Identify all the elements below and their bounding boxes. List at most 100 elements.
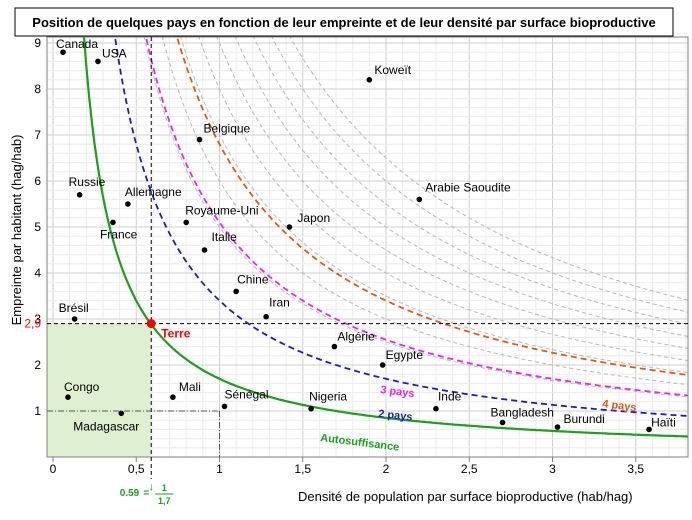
point-label: USA: [102, 46, 127, 60]
point-egypte: Egypte: [379, 348, 424, 368]
data-point: [433, 405, 439, 412]
point-label: Arabie Saoudite: [425, 180, 511, 194]
point-inde: Inde: [433, 390, 462, 412]
point-label: Chine: [237, 272, 269, 286]
point-congo: Congo: [64, 380, 100, 401]
y-tick-label: 3: [34, 312, 41, 326]
point-label: Brésil: [59, 301, 89, 315]
point-label: Russie: [69, 175, 106, 189]
point-br-sil: Brésil: [59, 301, 89, 322]
earth-down-arrow: ↓: [148, 481, 154, 493]
point-label: Belgique: [204, 122, 251, 136]
curve-label: Autosuffisance: [320, 432, 400, 454]
point-label: Burundi: [563, 412, 604, 426]
point-mali: Mali: [170, 380, 201, 401]
point-chine: Chine: [233, 272, 269, 295]
point-label: Nigeria: [309, 390, 347, 404]
point-madagascar: Madagascar: [73, 410, 139, 433]
data-point: [499, 419, 506, 426]
data-point: [366, 77, 373, 83]
data-point: [233, 288, 239, 295]
point-label: Canada: [56, 37, 98, 51]
curve-autosuffisance: [82, 29, 689, 438]
y-tick-label: 6: [34, 174, 41, 188]
grey-hyperbola: [285, 28, 689, 301]
point-france: France: [100, 219, 138, 241]
data-point: [118, 410, 125, 417]
data-point: [221, 403, 228, 410]
point-bangladesh: Bangladesh: [491, 406, 554, 426]
data-point: [71, 316, 78, 322]
country-points: Canada USA Koweït Belgique Arabie Saoudite Ru…: [56, 37, 676, 433]
x-tick-label: 0,5: [128, 462, 145, 476]
point-nigeria: Nigeria: [308, 390, 347, 412]
point-label: Congo: [64, 380, 100, 394]
point-label: Allemagne: [125, 185, 182, 199]
x-tick-label: 2: [383, 462, 390, 476]
grey-hyperbola: [231, 29, 689, 337]
data-point: [263, 313, 269, 320]
point-label: Sénégal: [224, 387, 268, 401]
y-tick-label: 4: [34, 266, 41, 280]
grid: [47, 33, 688, 457]
x-tick-label: 1: [216, 462, 223, 476]
point-s-n-gal: Sénégal: [221, 387, 269, 410]
grey-hyperbolas: [142, 28, 689, 398]
point-japon: Japon: [286, 211, 330, 230]
x-tick-label: 3: [549, 462, 556, 476]
point-label: Algérie: [337, 330, 375, 344]
grey-hyperbola: [159, 29, 689, 386]
data-point: [60, 49, 66, 55]
data-point: [196, 136, 203, 143]
data-point: [183, 219, 189, 226]
data-point: [331, 343, 338, 350]
data-point: [416, 196, 423, 203]
point-label: Inde: [438, 390, 462, 404]
point-label: Egypte: [386, 348, 424, 362]
grey-hyperbola: [142, 29, 689, 398]
point-russie: Russie: [69, 175, 106, 198]
grey-hyperbola: [249, 28, 689, 325]
y-tick-label: 1: [34, 404, 41, 418]
grey-hyperbola: [177, 29, 689, 374]
earth-point: [146, 319, 156, 329]
earth-x-frac-num: 1: [162, 483, 167, 493]
curve-2-pays: [113, 29, 689, 417]
earth-x-frac-den: 1,7: [158, 496, 171, 506]
point-label: Iran: [269, 296, 290, 310]
x-tick-label: 0: [50, 462, 57, 476]
data-point: [646, 426, 652, 433]
data-point: [170, 394, 176, 401]
point-label: Italie: [212, 230, 238, 244]
point-belgique: Belgique: [196, 122, 251, 143]
y-tick-label: 9: [34, 36, 41, 50]
point-arabie-saoudite: Arabie Saoudite: [416, 180, 511, 203]
selfsufficient-area: [47, 323, 152, 457]
data-point: [110, 219, 116, 226]
point-ha-ti: Haïti: [646, 415, 676, 433]
data-point: [76, 192, 83, 198]
y-axis-label: Empreinte par habitant (hag/hab): [9, 135, 24, 326]
y-tick-label: 5: [34, 220, 41, 234]
data-point: [379, 362, 386, 368]
earth-marker: Terre 2,9 ↓ 0.59 = 1 1,7: [24, 37, 688, 506]
point-label: Japon: [297, 211, 330, 225]
earth-label: Terre: [161, 327, 190, 341]
earth-area: [47, 323, 152, 457]
earth-x-value: 0.59: [120, 488, 140, 499]
curve-label: 4 pays: [602, 398, 637, 414]
curve-4-pays: [173, 28, 689, 376]
x-tick-label: 2,5: [461, 462, 478, 476]
data-point: [201, 247, 208, 253]
y-tick-label: 2: [34, 358, 41, 372]
axes: 0 0,5 1 1,5 2 2,5 3 3,5 1 2 3 4 5 6 7 8 9: [34, 36, 689, 476]
point-alg-rie: Algérie: [331, 330, 375, 350]
data-point: [308, 405, 314, 412]
point-royaume-uni: Royaume-Uni: [183, 203, 259, 226]
point-allemagne: Allemagne: [125, 185, 182, 207]
point-iran: Iran: [263, 296, 290, 320]
earth-y-label: 2,9: [24, 317, 41, 331]
title-box: [14, 7, 674, 37]
grey-hyperbola: [213, 29, 689, 349]
